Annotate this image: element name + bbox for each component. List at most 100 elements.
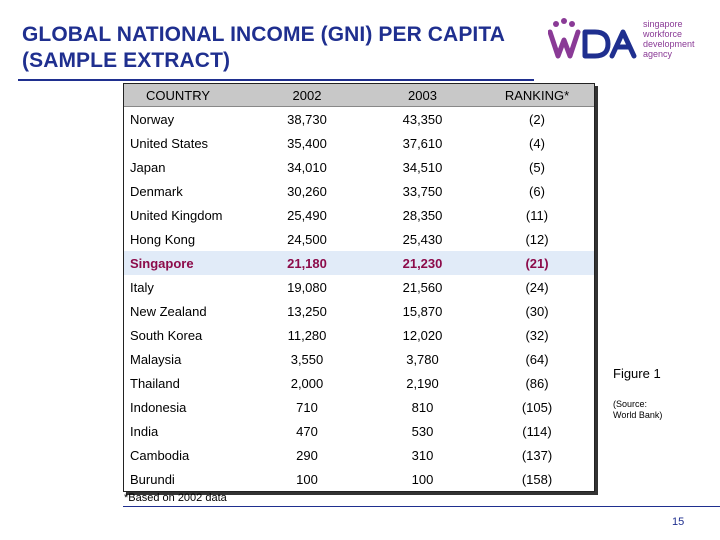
header-2002: 2002: [249, 84, 365, 107]
cell-ranking: (114): [522, 423, 552, 439]
cell-country: South Korea: [130, 327, 203, 343]
cell-ranking: (6): [529, 183, 545, 199]
gni-table-container: COUNTRY 2002 2003 RANKING* Norway 38,730 4…: [123, 83, 595, 492]
cell-country: Malaysia: [130, 351, 182, 367]
table-row: Italy 19,080 21,560 (24): [124, 275, 594, 299]
cell-2002: 100: [296, 471, 318, 487]
cell-2002: 21,180: [249, 251, 365, 275]
cell-ranking: (137): [521, 447, 553, 463]
cell-2002: 19,080: [287, 279, 327, 295]
logo-text-line: development: [643, 39, 695, 49]
cell-2003: 810: [411, 399, 434, 415]
header-country: COUNTRY: [124, 84, 249, 107]
cell-2003: 3,780: [406, 351, 439, 367]
cell-ranking: (2): [529, 111, 545, 127]
cell-ranking: (12): [525, 231, 549, 247]
wda-logo-mark: [547, 18, 637, 59]
cell-ranking: (24): [525, 279, 549, 295]
cell-2002: 11,280: [287, 327, 327, 343]
cell-country: Japan: [130, 159, 166, 175]
title-line-1: GLOBAL NATIONAL INCOME (GNI) PER CAPITA: [22, 23, 506, 46]
cell-2002: 470: [296, 423, 318, 439]
cell-ranking: (4): [529, 135, 545, 151]
cell-country: Hong Kong: [130, 231, 196, 247]
logo-text-line: singapore: [643, 19, 683, 29]
table-row: United Kingdom 25,490 28,350 (11): [124, 203, 594, 227]
cell-2002: 38,730: [287, 111, 327, 127]
cell-2002: 24,500: [287, 231, 327, 247]
cell-2003: 25,430: [402, 231, 443, 247]
footnote: *Based on 2002 data: [124, 492, 227, 504]
table-row: Norway 38,730 43,350 (2): [124, 107, 594, 132]
wda-logo-text: singapore workforce development agency: [643, 19, 695, 59]
source-line: (Source:: [613, 399, 648, 409]
source-note: (Source: World Bank): [613, 399, 662, 421]
cell-2003: 530: [411, 423, 434, 439]
table-row: South Korea 11,280 12,020 (32): [124, 323, 594, 347]
cell-ranking: (32): [525, 327, 549, 343]
table-row: Japan 34,010 34,510 (5): [124, 155, 594, 179]
table-row: Hong Kong 24,500 25,430 (12): [124, 227, 594, 251]
table-row: Denmark 30,260 33,750 (6): [124, 179, 594, 203]
cell-ranking: (21): [480, 251, 594, 275]
cell-ranking: (11): [525, 207, 549, 223]
cell-2003: 21,230: [365, 251, 480, 275]
cell-2002: 34,010: [287, 159, 327, 175]
cell-ranking: (158): [521, 471, 553, 487]
cell-2002: 290: [296, 447, 318, 463]
table-row: Burundi 100 100 (158): [124, 467, 594, 491]
cell-2002: 3,550: [290, 351, 324, 367]
logo-text-line: workforce: [643, 29, 683, 39]
wda-logo: singapore workforce development agency: [547, 16, 708, 62]
cell-2003: 34,510: [402, 159, 443, 175]
cell-2003: 21,560: [402, 279, 443, 295]
figure-label: Figure 1: [613, 366, 661, 381]
cell-country: Indonesia: [130, 399, 187, 415]
cell-country: United Kingdom: [130, 207, 223, 223]
table-row: Thailand 2,000 2,190 (86): [124, 371, 594, 395]
cell-ranking: (64): [525, 351, 549, 367]
table-header-row: COUNTRY 2002 2003 RANKING*: [124, 84, 594, 107]
logo-text-line: agency: [643, 49, 673, 59]
cell-2003: 28,350: [402, 207, 443, 223]
cell-2002: 35,400: [287, 135, 327, 151]
title-underline: [18, 79, 534, 81]
page-number: 15: [672, 516, 685, 528]
cell-country: Cambodia: [130, 447, 190, 463]
cell-2002: 30,260: [287, 183, 327, 199]
table-row: Cambodia 290 310 (137): [124, 443, 594, 467]
cell-country: Italy: [130, 279, 154, 295]
cell-2003: 12,020: [402, 327, 443, 343]
gni-table: COUNTRY 2002 2003 RANKING* Norway 38,730 4…: [124, 84, 594, 491]
cell-2003: 100: [411, 471, 434, 487]
cell-2002: 25,490: [287, 207, 327, 223]
bottom-divider: [123, 506, 720, 507]
title-line-2: (SAMPLE EXTRACT): [22, 49, 231, 72]
header-ranking: RANKING*: [480, 84, 594, 107]
table-body: Norway 38,730 43,350 (2) United States 35,400…: [124, 107, 594, 492]
cell-ranking: (105): [521, 399, 553, 415]
cell-country: Burundi: [130, 471, 175, 487]
cell-2002: 2,000: [290, 375, 324, 391]
cell-ranking: (5): [529, 159, 545, 175]
cell-2003: 310: [411, 447, 434, 463]
cell-country: Singapore: [124, 251, 249, 275]
cell-2002: 13,250: [287, 303, 327, 319]
cell-2002: 710: [296, 399, 318, 415]
cell-country: Denmark: [130, 183, 183, 199]
cell-ranking: (86): [525, 375, 549, 391]
table-row: Malaysia 3,550 3,780 (64): [124, 347, 594, 371]
cell-country: United States: [130, 135, 209, 151]
cell-country: Thailand: [130, 375, 180, 391]
cell-ranking: (30): [525, 303, 549, 319]
source-line: World Bank): [613, 410, 663, 420]
table-row: New Zealand 13,250 15,870 (30): [124, 299, 594, 323]
cell-country: India: [130, 423, 159, 439]
table-row: United States 35,400 37,610 (4): [124, 131, 594, 155]
cell-2003: 2,190: [406, 375, 439, 391]
cell-2003: 43,350: [402, 111, 443, 127]
page-title: GLOBAL NATIONAL INCOME (GNI) PER CAPITA …: [22, 22, 505, 74]
table-row: Indonesia 710 810 (105): [124, 395, 594, 419]
table-row: India 470 530 (114): [124, 419, 594, 443]
table-row-highlighted: Singapore 21,180 21,230 (21): [124, 251, 594, 275]
